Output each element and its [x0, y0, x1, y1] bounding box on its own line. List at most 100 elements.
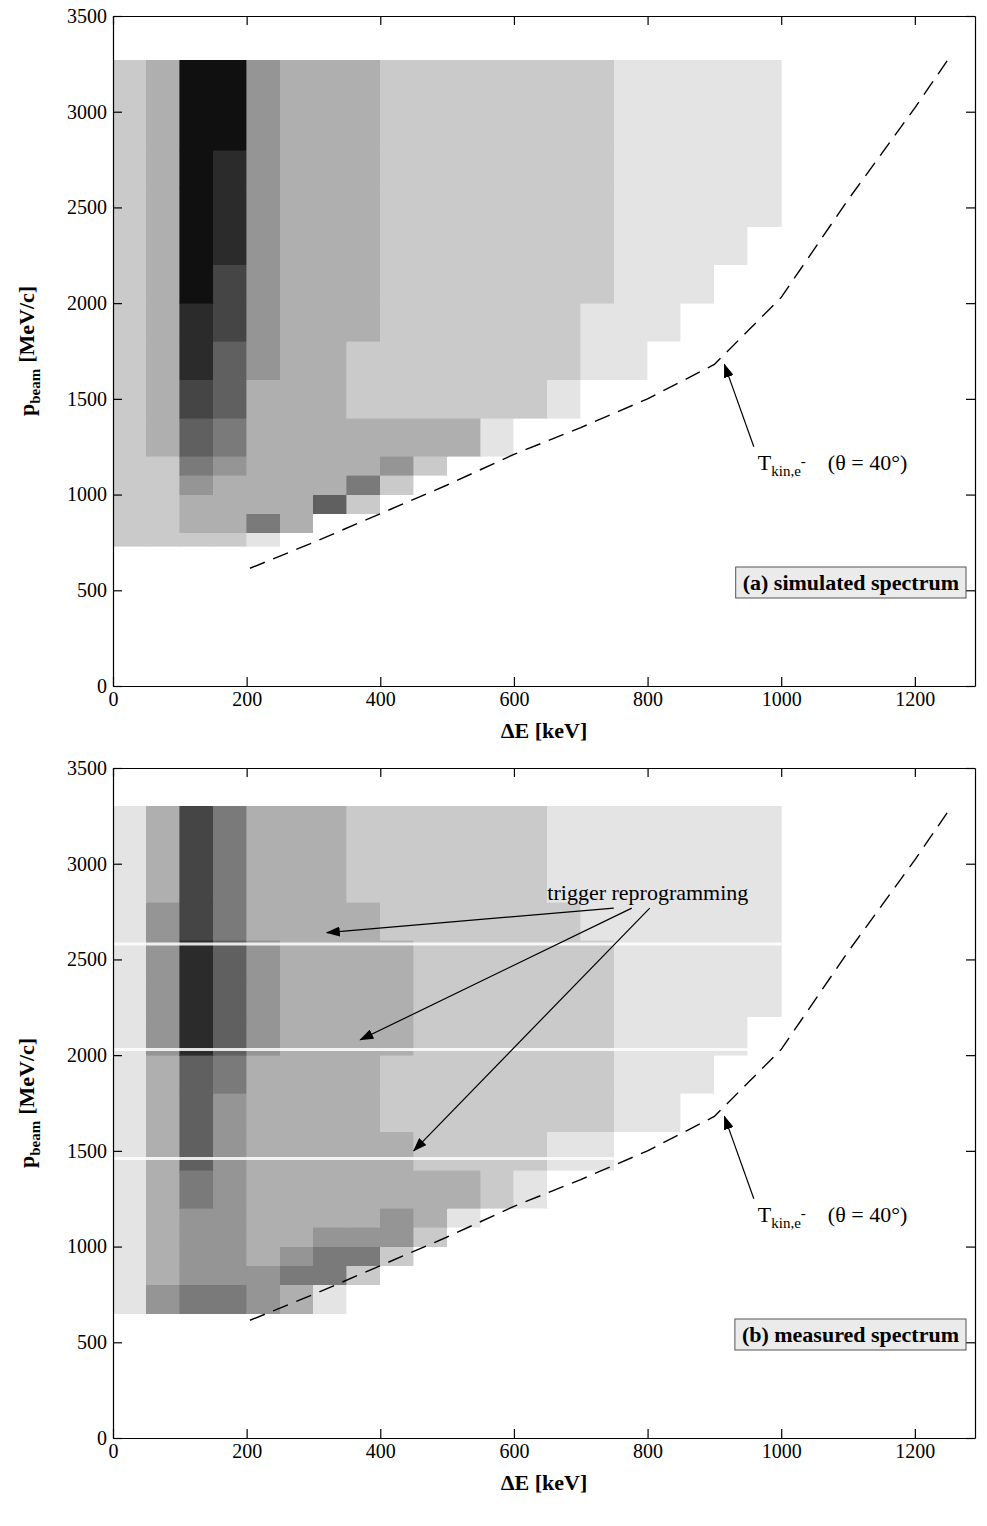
- heatmap-cell: [247, 475, 280, 494]
- heatmap-cell: [581, 456, 614, 475]
- heatmap-cell: [313, 227, 346, 265]
- heatmap-cell: [414, 150, 447, 188]
- heatmap-cell: [414, 1093, 447, 1131]
- tick-label: 400: [366, 1440, 396, 1462]
- x-axis-top-tick: [380, 16, 381, 25]
- heatmap-cell: [614, 265, 647, 303]
- heatmap-cell: [247, 341, 280, 379]
- heatmap-cell: [714, 1227, 747, 1246]
- heatmap-cell: [614, 112, 647, 150]
- y-axis-tick: 3000: [67, 853, 122, 875]
- heatmap-cell: [380, 1247, 413, 1266]
- heatmap-cell: [313, 514, 346, 533]
- heatmap-cell: [380, 227, 413, 265]
- heatmap-cell: [714, 418, 747, 456]
- heatmap-cell: [313, 864, 346, 902]
- heatmap-cell: [581, 418, 614, 456]
- heatmap-cell: [113, 1132, 146, 1170]
- heatmap-cell: [380, 533, 413, 546]
- annotation-sup: -: [801, 453, 806, 469]
- heatmap-cell: [414, 418, 447, 456]
- heatmap-cell: [681, 188, 714, 226]
- heatmap-cell: [614, 150, 647, 188]
- tick-label: 500: [77, 579, 107, 601]
- heatmap-cell: [380, 1093, 413, 1131]
- heatmap-cell: [414, 533, 447, 546]
- heatmap-cell: [547, 265, 580, 303]
- heatmap-cell: [614, 1093, 647, 1131]
- tick-label: 3500: [67, 757, 107, 779]
- x-axis: 020040060080010001200: [109, 1429, 976, 1462]
- heatmap-cell: [681, 1285, 714, 1314]
- heatmap-cell: [748, 188, 781, 226]
- y-axis-line: [113, 17, 114, 687]
- heatmap-cell: [481, 150, 514, 188]
- heatmap-cell: [547, 533, 580, 546]
- heatmap-cell: [380, 979, 413, 1017]
- heatmap-cell: [581, 1132, 614, 1170]
- heatmap-cell: [514, 1285, 547, 1314]
- panel: 0200400600800100012000500100015002000250…: [14, 757, 976, 1495]
- tick-label: 1500: [67, 388, 107, 410]
- heatmap-cell: [313, 265, 346, 303]
- heatmap-cell: [280, 495, 313, 514]
- heatmap-cell: [247, 265, 280, 303]
- heatmap-cell: [213, 475, 246, 494]
- x-axis-top: [114, 16, 976, 25]
- y-axis-tick: 1500: [67, 388, 122, 410]
- heatmap-cell: [180, 1093, 213, 1131]
- heatmap-cell: [547, 1170, 580, 1208]
- heatmap-cell: [213, 495, 246, 514]
- tick-mark: [514, 16, 515, 25]
- heatmap-cell: [113, 1227, 146, 1246]
- heatmap-cell: [213, 902, 246, 940]
- x-axis: 020040060080010001200: [109, 677, 976, 710]
- heatmap-cell: [313, 475, 346, 494]
- heatmap-cell: [481, 227, 514, 265]
- heatmap-cell: [581, 495, 614, 514]
- heatmap-cell: [514, 495, 547, 514]
- x-axis-tick: 400: [366, 1429, 396, 1462]
- annotation-text: T: [758, 450, 772, 475]
- heatmap-cell: [414, 303, 447, 341]
- heatmap-cell: [414, 902, 447, 940]
- heatmap-cell: [614, 979, 647, 1017]
- heatmap-cell: [514, 475, 547, 494]
- heatmap-cell: [280, 1266, 313, 1285]
- tick-mark: [113, 112, 122, 113]
- annotation-sub: kin,e: [771, 463, 801, 479]
- tick-mark: [966, 686, 975, 687]
- heatmap-cell: [648, 1132, 681, 1170]
- heatmap-cell: [213, 1132, 246, 1170]
- heatmap-cell: [748, 380, 781, 418]
- heatmap-cell: [347, 456, 380, 475]
- heatmap-cell: [280, 1208, 313, 1227]
- heatmap-cell: [414, 1285, 447, 1314]
- x-axis-tick: 1000: [762, 1429, 802, 1462]
- tick-mark: [966, 16, 975, 17]
- tick-mark: [113, 494, 122, 495]
- heatmap-cell: [581, 902, 614, 940]
- tick-mark: [247, 1429, 248, 1438]
- heatmap-cell: [380, 380, 413, 418]
- y-axis: 0500100015002000250030003500: [67, 757, 122, 1449]
- heatmap-cell: [748, 1132, 781, 1170]
- heatmap-cell: [681, 341, 714, 379]
- heatmap-cell: [614, 806, 647, 863]
- heatmap-cell: [748, 902, 781, 940]
- heatmap-cell: [213, 864, 246, 902]
- heatmap-cell: [146, 1247, 179, 1266]
- heatmap-cell: [347, 1227, 380, 1246]
- heatmap-cell: [213, 1247, 246, 1266]
- heatmap-cell: [347, 495, 380, 514]
- heatmap-cell: [447, 112, 480, 150]
- heatmap-cell: [447, 265, 480, 303]
- y-axis-right-tick: [966, 112, 975, 113]
- heatmap-cell: [180, 341, 213, 379]
- heatmap-cell: [481, 1266, 514, 1285]
- heatmap-cell: [380, 864, 413, 902]
- heatmap-cell: [113, 1247, 146, 1266]
- heatmap-cell: [481, 1170, 514, 1208]
- tick-label: 3500: [67, 5, 107, 27]
- heatmap-cell: [547, 303, 580, 341]
